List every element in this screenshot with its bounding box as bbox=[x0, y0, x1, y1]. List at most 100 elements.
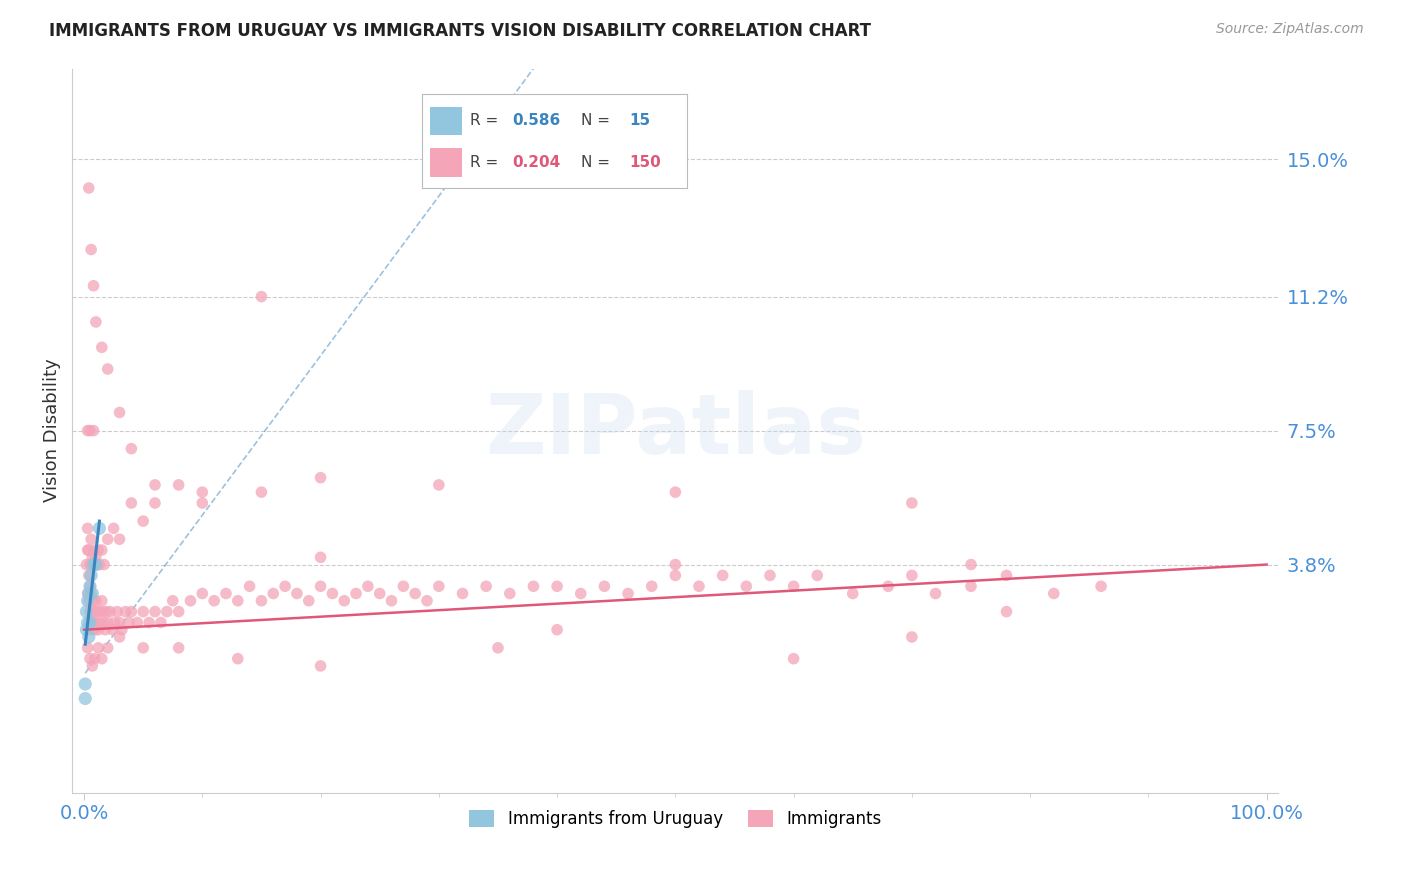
Point bbox=[995, 568, 1018, 582]
Point bbox=[89, 521, 111, 535]
Point bbox=[104, 615, 127, 630]
Point bbox=[132, 640, 155, 655]
Point bbox=[77, 181, 100, 195]
Point bbox=[960, 558, 983, 572]
Point bbox=[179, 593, 201, 607]
Point bbox=[380, 593, 402, 607]
Point bbox=[101, 623, 124, 637]
Point bbox=[118, 615, 141, 630]
Point bbox=[84, 315, 107, 329]
Point bbox=[132, 514, 155, 528]
Point bbox=[83, 623, 105, 637]
Point bbox=[87, 640, 110, 655]
Point bbox=[83, 558, 105, 572]
Point bbox=[1042, 586, 1064, 600]
Point bbox=[309, 470, 332, 484]
Point bbox=[83, 651, 105, 665]
Point bbox=[98, 605, 121, 619]
Point bbox=[84, 593, 107, 607]
Point bbox=[711, 568, 734, 582]
Point bbox=[80, 615, 103, 630]
Point bbox=[93, 558, 115, 572]
Point bbox=[191, 496, 214, 510]
Point bbox=[90, 651, 112, 665]
Point bbox=[262, 586, 284, 600]
Point bbox=[309, 550, 332, 565]
Point bbox=[167, 640, 190, 655]
Point bbox=[90, 340, 112, 354]
Point bbox=[79, 579, 101, 593]
Point bbox=[191, 485, 214, 500]
Point bbox=[842, 586, 865, 600]
Point bbox=[76, 424, 98, 438]
Point bbox=[91, 605, 114, 619]
Point bbox=[451, 586, 474, 600]
Point bbox=[664, 568, 686, 582]
Point bbox=[546, 579, 568, 593]
Point bbox=[108, 630, 131, 644]
Point bbox=[901, 568, 924, 582]
Point bbox=[759, 568, 782, 582]
Point bbox=[84, 550, 107, 565]
Point bbox=[239, 579, 262, 593]
Point bbox=[77, 543, 100, 558]
Point bbox=[76, 593, 98, 607]
Point bbox=[546, 623, 568, 637]
Point bbox=[416, 593, 439, 607]
Point bbox=[877, 579, 900, 593]
Point bbox=[156, 605, 179, 619]
Point bbox=[80, 532, 103, 546]
Point bbox=[80, 243, 103, 257]
Point bbox=[782, 579, 804, 593]
Point bbox=[120, 605, 142, 619]
Point bbox=[995, 605, 1018, 619]
Point bbox=[89, 558, 111, 572]
Point bbox=[83, 593, 105, 607]
Point bbox=[75, 691, 97, 706]
Point bbox=[103, 521, 125, 535]
Y-axis label: Vision Disability: Vision Disability bbox=[44, 359, 60, 502]
Point bbox=[83, 543, 105, 558]
Point bbox=[143, 496, 166, 510]
Point bbox=[76, 543, 98, 558]
Point bbox=[486, 640, 509, 655]
Point bbox=[75, 677, 97, 691]
Point bbox=[404, 586, 426, 600]
Point bbox=[87, 543, 110, 558]
Point bbox=[80, 586, 103, 600]
Point bbox=[77, 593, 100, 607]
Point bbox=[90, 593, 112, 607]
Point bbox=[191, 586, 214, 600]
Point bbox=[94, 623, 117, 637]
Point bbox=[76, 521, 98, 535]
Point bbox=[86, 558, 108, 572]
Point bbox=[901, 630, 924, 644]
Point bbox=[368, 586, 391, 600]
Point bbox=[250, 485, 273, 500]
Point bbox=[688, 579, 710, 593]
Point bbox=[108, 532, 131, 546]
Point bbox=[143, 478, 166, 492]
Point bbox=[392, 579, 415, 593]
Point bbox=[167, 605, 190, 619]
Point bbox=[79, 424, 101, 438]
Point bbox=[960, 579, 983, 593]
Point bbox=[96, 605, 118, 619]
Point bbox=[79, 651, 101, 665]
Point bbox=[75, 623, 97, 637]
Text: ZIPatlas: ZIPatlas bbox=[485, 390, 866, 471]
Point bbox=[132, 605, 155, 619]
Point bbox=[1090, 579, 1112, 593]
Point bbox=[120, 496, 142, 510]
Point bbox=[250, 593, 273, 607]
Point bbox=[427, 579, 450, 593]
Legend: Immigrants from Uruguay, Immigrants: Immigrants from Uruguay, Immigrants bbox=[463, 804, 889, 835]
Point bbox=[641, 579, 664, 593]
Point bbox=[202, 593, 225, 607]
Point bbox=[108, 615, 131, 630]
Point bbox=[76, 615, 98, 630]
Point bbox=[79, 615, 101, 630]
Point bbox=[84, 615, 107, 630]
Point bbox=[333, 593, 356, 607]
Point bbox=[76, 586, 98, 600]
